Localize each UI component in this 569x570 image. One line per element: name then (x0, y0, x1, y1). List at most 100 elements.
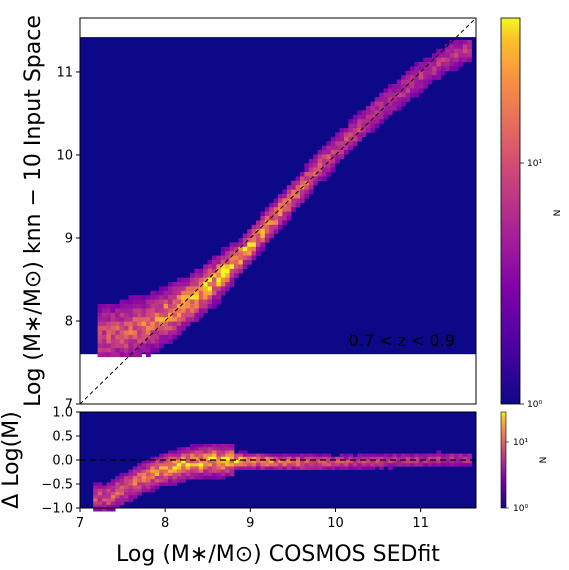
residual-hex-cell (300, 463, 305, 467)
main-hex-cell (361, 128, 367, 133)
residual-hex-cell (273, 453, 279, 458)
main-hex-cell (251, 251, 257, 256)
main-hex-cell (220, 268, 226, 274)
main-hex-cell (366, 106, 371, 111)
main-hex-cell (190, 299, 195, 305)
residual-hex-cell (401, 463, 406, 467)
main-hex-cell (379, 92, 384, 98)
main-hex-cell (190, 277, 195, 283)
residual-hex-cell (190, 444, 195, 448)
main-hex-cell (427, 79, 433, 85)
residual-hex-cell (176, 479, 182, 483)
residual-hex-cell (150, 463, 156, 467)
residual-hex-cell (344, 456, 349, 461)
residual-hex-cell (229, 444, 235, 448)
residual-hex-cell (203, 472, 208, 477)
residual-hex-cell (370, 460, 376, 464)
residual-hex-cell (462, 456, 468, 461)
main-hex-cell (216, 277, 222, 283)
main-y-ticks: 7 8 9 10 11 (56, 65, 80, 413)
residual-hex-cell (154, 460, 160, 464)
main-colorbar-gradient (500, 17, 521, 405)
residual-hex-cell (273, 463, 279, 467)
residual-hex-cell (313, 466, 318, 470)
main-hex-cell (185, 295, 191, 300)
residual-hex-cell (172, 479, 178, 483)
residual-hex-cell (374, 453, 380, 458)
main-hex-cell (212, 255, 217, 261)
residual-hex-cell (132, 492, 138, 496)
main-hex-cell (291, 180, 296, 186)
main-hex-cell (344, 150, 349, 155)
main-hex-cell (427, 75, 433, 80)
main-hex-cell (251, 233, 257, 239)
main-hex-cell (110, 308, 116, 314)
main-hex-cell (154, 295, 160, 300)
main-hex-cell (300, 194, 305, 199)
main-hex-cell (370, 110, 376, 116)
residual-hex-cell (190, 460, 195, 464)
residual-hex-cell (339, 460, 345, 464)
residual-hex-cell (168, 479, 173, 483)
main-hex-cell (106, 308, 112, 314)
residual-hex-cell (106, 504, 112, 509)
main-hex-cell (225, 255, 230, 261)
main-hex-cell (119, 352, 125, 358)
main-hex-cell (154, 290, 160, 296)
main-hex-cell (269, 233, 274, 239)
main-hex-cell (282, 189, 288, 195)
main-hex-cell (172, 282, 178, 287)
residual-hex-cell (128, 482, 134, 486)
main-hex-cell (304, 189, 310, 195)
main-hex-cell (326, 150, 332, 155)
main-hex-cell (212, 299, 217, 305)
main-hex-cell (159, 295, 164, 300)
residual-hex-cell (462, 463, 468, 467)
residual-hex-cell (190, 472, 195, 477)
residual-hex-cell (176, 453, 182, 458)
main-hex-cell (374, 114, 380, 120)
main-hex-cell (198, 282, 204, 287)
main-hex-cell (172, 295, 178, 300)
residual-hex-cell (190, 469, 195, 474)
main-hex-cell (115, 326, 120, 331)
residual-hex-cell (440, 460, 446, 464)
residual-hex-cell (234, 463, 239, 467)
residual-hex-cell (194, 456, 200, 461)
residual-hex-cell (229, 472, 235, 477)
main-hex-cell (238, 268, 244, 274)
residual-hex-cell (339, 453, 345, 458)
residual-hex-cell (115, 504, 120, 509)
main-hex-cell (229, 242, 235, 248)
residual-hex-cell (163, 460, 169, 464)
main-hex-cell (110, 343, 116, 349)
main-hex-cell (229, 251, 235, 256)
residual-hex-cell (132, 472, 138, 477)
residual-hex-cell (185, 460, 191, 464)
residual-hex-cell (181, 469, 186, 474)
main-hex-cell (168, 326, 173, 331)
residual-hex-cell (286, 460, 292, 464)
residual-hex-cell (124, 498, 129, 502)
main-hex-cell (141, 348, 147, 353)
main-hex-cell (212, 290, 217, 296)
main-hex-cell (423, 84, 428, 89)
main-hex-cell (150, 326, 156, 331)
residual-hex-cell (326, 463, 332, 467)
main-hex-cell (190, 282, 195, 287)
main-hex-cell (154, 321, 160, 327)
main-hex-cell (234, 260, 239, 265)
main-hex-cell (295, 176, 301, 182)
residual-hex-cell (264, 460, 270, 464)
residual-hex-cell (150, 469, 156, 474)
residual-hex-cell (317, 460, 323, 464)
residual-hex-cell (269, 463, 274, 467)
main-hex-cell (242, 242, 248, 248)
main-hex-cell (432, 57, 437, 63)
main-hex-cell (159, 308, 164, 314)
residual-hex-cell (308, 466, 314, 470)
residual-hex-cell (102, 492, 107, 496)
residual-hex-cell (308, 460, 314, 464)
main-hex-cell (238, 251, 244, 256)
residual-hex-cell (106, 488, 112, 493)
